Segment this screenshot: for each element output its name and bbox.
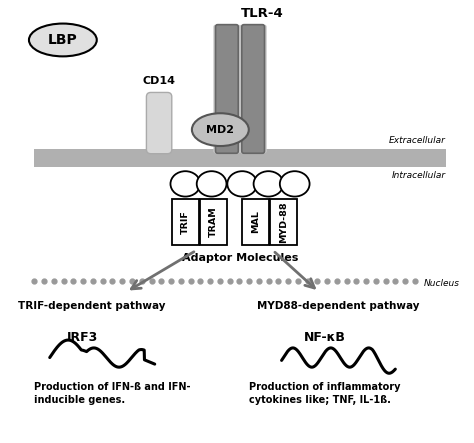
Text: IRF3: IRF3 — [67, 330, 99, 344]
Ellipse shape — [254, 171, 283, 197]
Ellipse shape — [280, 171, 310, 197]
FancyBboxPatch shape — [216, 25, 238, 153]
FancyBboxPatch shape — [242, 199, 269, 245]
Text: NF-κB: NF-κB — [303, 330, 346, 344]
FancyBboxPatch shape — [146, 93, 172, 154]
Text: Intracellular: Intracellular — [392, 171, 446, 180]
FancyBboxPatch shape — [242, 25, 264, 153]
Text: TRIF-dependent pathway: TRIF-dependent pathway — [18, 301, 165, 311]
Text: TLR-4: TLR-4 — [240, 7, 283, 20]
Text: MAL: MAL — [251, 210, 260, 233]
Text: Production of inflammatory
cytokines like; TNF, IL-1ß.: Production of inflammatory cytokines lik… — [249, 381, 400, 405]
Text: LBP: LBP — [48, 33, 78, 47]
Ellipse shape — [192, 113, 249, 146]
FancyBboxPatch shape — [172, 199, 199, 245]
Ellipse shape — [29, 23, 97, 56]
FancyBboxPatch shape — [213, 25, 240, 153]
Text: MYD-88: MYD-88 — [279, 201, 288, 242]
Ellipse shape — [228, 171, 257, 197]
FancyBboxPatch shape — [270, 199, 297, 245]
Text: TRIF: TRIF — [181, 210, 190, 233]
Text: Nucleus: Nucleus — [424, 279, 460, 288]
Text: CD14: CD14 — [143, 76, 175, 86]
Text: Adaptor Molecules: Adaptor Molecules — [182, 253, 298, 263]
Text: MD2: MD2 — [206, 124, 234, 135]
FancyBboxPatch shape — [200, 199, 228, 245]
Text: Production of IFN-ß and IFN-
inducible genes.: Production of IFN-ß and IFN- inducible g… — [35, 381, 191, 405]
Text: MYD88-dependent pathway: MYD88-dependent pathway — [257, 301, 419, 311]
Text: Extracellular: Extracellular — [389, 136, 446, 145]
Ellipse shape — [197, 171, 227, 197]
FancyBboxPatch shape — [239, 25, 267, 153]
Bar — [35, 149, 446, 167]
Text: TRAM: TRAM — [210, 206, 219, 237]
Ellipse shape — [171, 171, 200, 197]
